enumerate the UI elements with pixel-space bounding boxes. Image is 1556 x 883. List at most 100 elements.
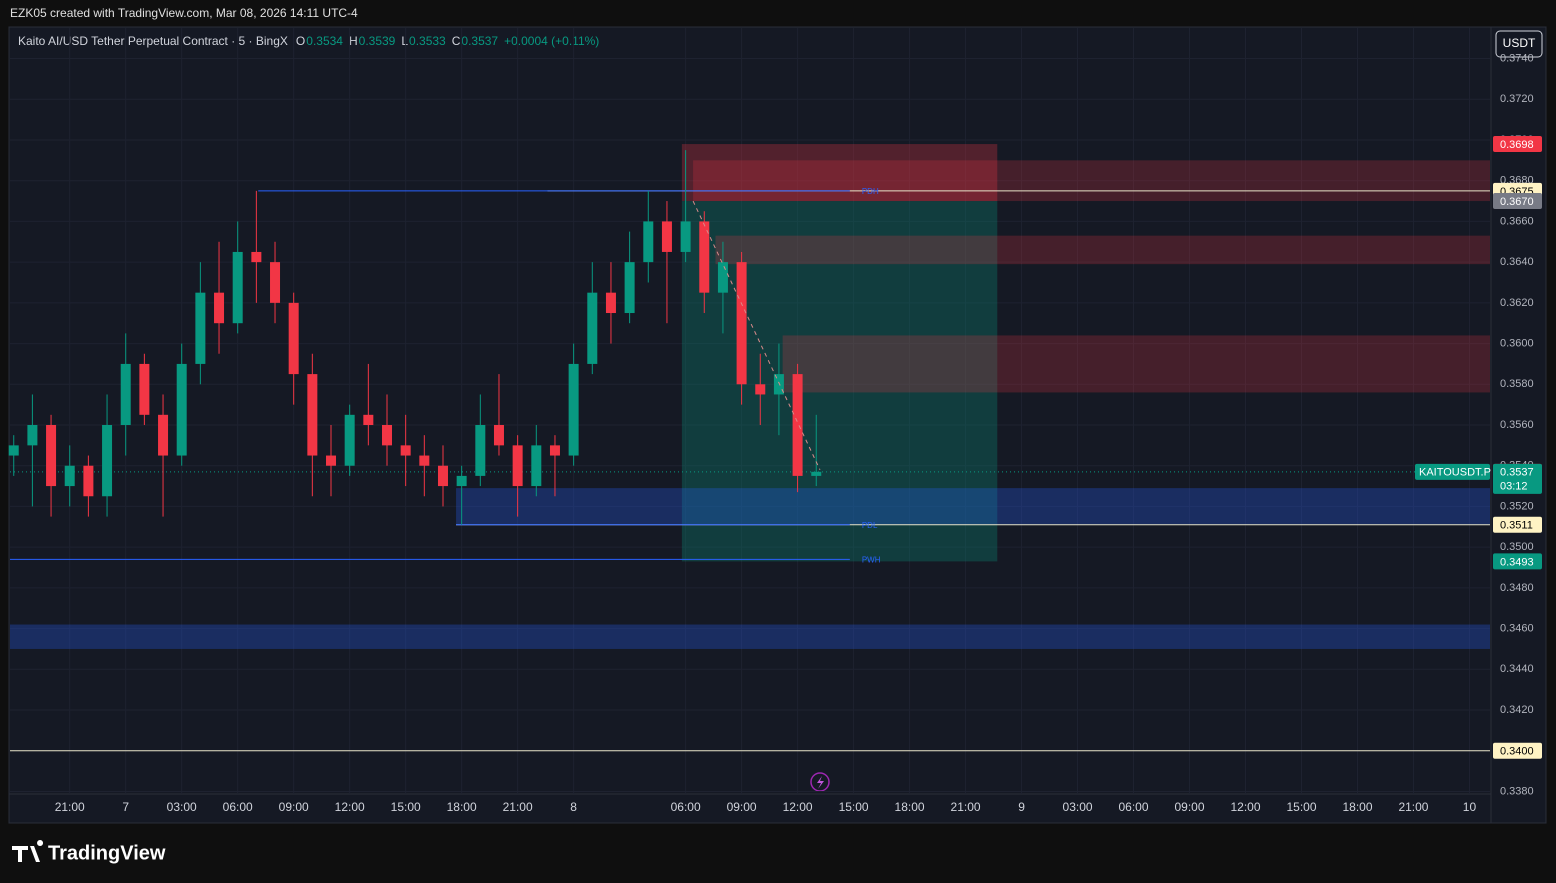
candle-body xyxy=(680,221,691,252)
candle-body xyxy=(699,221,710,293)
y-tick-label: 0.3720 xyxy=(1500,93,1534,105)
y-tick-label: 0.3560 xyxy=(1500,419,1534,431)
legend-item: 0.3534 xyxy=(306,34,343,48)
price-label: 0.3670 xyxy=(1500,196,1534,208)
candle-body xyxy=(587,292,598,364)
currency-button[interactable] xyxy=(1495,30,1543,58)
y-tick-label: 0.3380 xyxy=(1500,785,1534,797)
x-tick-label: 10 xyxy=(1463,800,1477,814)
legend-item: C xyxy=(452,34,461,48)
zone xyxy=(715,235,1490,265)
event-bolt xyxy=(817,776,824,789)
candle-body xyxy=(307,374,318,456)
x-tick-label: 12:00 xyxy=(335,800,365,814)
candle-body xyxy=(624,262,635,314)
candle-body xyxy=(363,414,374,425)
x-tick-label: 06:00 xyxy=(671,800,701,814)
candle-body xyxy=(120,363,131,425)
legend-item: H xyxy=(349,34,358,48)
x-tick-label: 21:00 xyxy=(55,800,85,814)
candle-body xyxy=(251,251,262,263)
zone xyxy=(681,201,998,562)
price-label-box xyxy=(1493,136,1542,153)
x-tick-label: 06:00 xyxy=(223,800,253,814)
candle-body xyxy=(83,465,94,497)
last-price-box xyxy=(1493,463,1542,494)
x-tick-label: 21:00 xyxy=(951,800,981,814)
x-tick-label: 09:00 xyxy=(279,800,309,814)
candle-body xyxy=(102,425,113,497)
price-label-box xyxy=(1493,553,1542,570)
candle-body xyxy=(64,465,75,487)
candle-body xyxy=(344,414,355,466)
y-tick-label: 0.3640 xyxy=(1500,256,1534,268)
y-tick-label: 0.3520 xyxy=(1500,500,1534,512)
x-tick-label: 21:00 xyxy=(503,800,533,814)
brand-logo xyxy=(12,840,44,862)
x-tick-label: 9 xyxy=(1018,800,1025,814)
price-label-box xyxy=(1493,193,1542,210)
zone xyxy=(681,144,998,202)
brand-name: TradingView xyxy=(48,842,166,864)
zone xyxy=(782,335,1490,393)
y-tick-label: 0.3660 xyxy=(1500,215,1534,227)
candle-body xyxy=(661,221,672,252)
candle-body xyxy=(568,363,579,456)
symbol-box xyxy=(1415,463,1490,480)
candle-body xyxy=(531,445,542,487)
x-tick-label: 8 xyxy=(570,800,577,814)
price-label: 0.3511 xyxy=(1500,520,1533,532)
y-tick-label: 0.3580 xyxy=(1500,378,1534,390)
y-tick-label: 0.3740 xyxy=(1500,52,1534,64)
candle-body xyxy=(456,475,467,487)
plot: PDH PDL PWH xyxy=(8,28,1490,794)
candle-body xyxy=(139,363,150,415)
y-tick-label: 0.3440 xyxy=(1500,663,1534,675)
candle-body xyxy=(493,425,504,446)
candle-body xyxy=(195,292,206,364)
symbol-label: KAITOUSDT.P xyxy=(1419,467,1491,479)
price-label: 0.3698 xyxy=(1500,139,1534,151)
zone xyxy=(10,624,1490,649)
y-tick-label: 0.3460 xyxy=(1500,622,1534,634)
level-label: PDH xyxy=(862,187,879,196)
x-tick-label: 09:00 xyxy=(1175,800,1205,814)
x-tick-label: 15:00 xyxy=(391,800,421,814)
candle-body xyxy=(437,465,448,487)
legend-item: 0.3539 xyxy=(359,34,396,48)
candle-body xyxy=(158,414,169,456)
candle-body xyxy=(176,363,187,456)
x-tick-label: 09:00 xyxy=(727,800,757,814)
candle-body xyxy=(326,455,337,466)
symbol-title: Kaito AI/USD Tether Perpetual Contract ·… xyxy=(18,34,288,48)
candle-body xyxy=(400,445,411,456)
last-price-label: 0.3537 xyxy=(1500,467,1534,479)
candle-body xyxy=(288,302,299,375)
candle-body xyxy=(46,425,57,487)
candle-body xyxy=(512,445,523,487)
candle-body xyxy=(549,445,560,456)
candle-body xyxy=(214,292,225,324)
x-tick-label: 7 xyxy=(122,800,129,814)
legend-item: 0.3537 xyxy=(461,34,498,48)
x-tick-label: 15:00 xyxy=(1286,800,1316,814)
candle-body xyxy=(605,292,616,314)
candle-body xyxy=(475,425,486,476)
countdown: 03:12 xyxy=(1500,481,1528,493)
candle-body xyxy=(27,425,38,446)
candle-body xyxy=(381,425,392,446)
candle-body xyxy=(8,445,19,456)
y-tick-label: 0.3600 xyxy=(1500,337,1534,349)
currency-label[interactable]: USDT xyxy=(1503,36,1536,50)
attribution: EZK05 created with TradingView.com, Mar … xyxy=(10,6,358,20)
trend-line xyxy=(692,200,821,471)
x-tick-label: 03:00 xyxy=(167,800,197,814)
price-label-box xyxy=(1493,742,1542,759)
x-tick-label: 12:00 xyxy=(1230,800,1260,814)
x-tick-label: 18:00 xyxy=(447,800,477,814)
zone xyxy=(693,160,1490,202)
x-tick-label: 18:00 xyxy=(1342,800,1372,814)
level-label: PDL xyxy=(862,521,878,530)
